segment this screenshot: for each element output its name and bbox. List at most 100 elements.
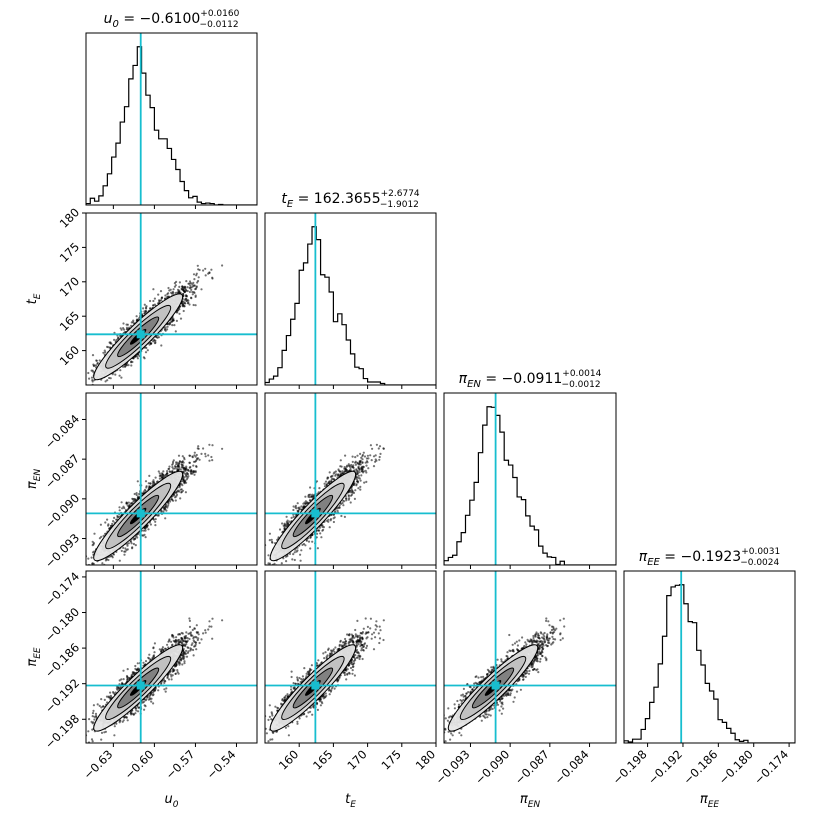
ytick-label-tE: 165 (57, 308, 82, 333)
sample-point (91, 377, 93, 379)
sample-point (181, 288, 183, 290)
sample-point (192, 465, 194, 467)
sample-point (168, 466, 170, 468)
sample-point (154, 521, 156, 523)
sample-point (91, 370, 93, 372)
sample-point (195, 470, 197, 472)
sample-point (171, 321, 173, 323)
sample-point (205, 455, 207, 457)
sample-point (173, 288, 175, 290)
sample-point (202, 269, 204, 271)
sample-point (124, 365, 126, 367)
sample-point (122, 547, 124, 549)
sample-point (81, 557, 83, 559)
histogram-step-u0 (86, 47, 257, 205)
histogram-tE (265, 213, 436, 389)
sample-point (121, 329, 123, 331)
sample-point (180, 318, 182, 320)
sample-point (187, 470, 189, 472)
ytick-label-tE: 170 (57, 274, 82, 299)
sample-point (178, 308, 180, 310)
sample-point (119, 375, 121, 377)
sample-point (145, 307, 147, 309)
sample-point (185, 491, 187, 493)
sample-point (189, 285, 191, 287)
sample-point (179, 291, 181, 293)
sample-point (92, 544, 94, 546)
sample-point (132, 320, 134, 322)
sample-point (164, 294, 166, 296)
sample-point (193, 454, 195, 456)
sample-point (88, 387, 90, 389)
sample-point (210, 269, 212, 271)
sample-point (204, 453, 206, 455)
sample-point (200, 288, 202, 290)
sample-point (196, 281, 198, 283)
sample-point (148, 475, 150, 477)
sample-point (173, 319, 175, 321)
sample-point (145, 480, 147, 482)
sample-point (119, 509, 121, 511)
sample-point (181, 286, 183, 288)
sample-point (156, 337, 158, 339)
sample-point (207, 273, 209, 275)
sample-point (136, 492, 138, 494)
sample-point (190, 297, 192, 299)
sample-point (145, 305, 147, 307)
sample-point (221, 264, 223, 266)
sample-point (183, 476, 185, 478)
sample-point (122, 327, 124, 329)
sample-point (162, 511, 164, 513)
sample-point (175, 330, 177, 332)
sample-point (143, 356, 145, 358)
sample-point (145, 351, 147, 353)
sample-point (78, 383, 80, 385)
sample-point (196, 285, 198, 287)
sample-point (96, 360, 98, 362)
sample-point (144, 304, 146, 306)
sample-point (175, 292, 177, 294)
sample-point (189, 280, 191, 282)
sample-point (110, 377, 112, 379)
sample-point (100, 524, 102, 526)
sample-point (172, 292, 174, 294)
ytick-label-tE: 160 (57, 343, 82, 368)
sample-point (91, 557, 93, 559)
sample-point (171, 324, 173, 326)
sample-point (184, 286, 186, 288)
sample-point (179, 281, 181, 283)
sample-point (186, 300, 188, 302)
sample-point (158, 470, 160, 472)
sample-point (158, 514, 160, 516)
sample-point (135, 544, 137, 546)
sample-point (187, 302, 189, 304)
sample-point (123, 554, 125, 556)
sample-point (193, 273, 195, 275)
sample-point (142, 307, 144, 309)
sample-point (80, 382, 82, 384)
sample-point (176, 320, 178, 322)
sample-point (195, 288, 197, 290)
sample-point (178, 313, 180, 315)
sample-point (189, 287, 191, 289)
sample-point (175, 284, 177, 286)
sample-point (199, 269, 201, 271)
sample-point (174, 465, 176, 467)
sample-point (195, 304, 197, 306)
sample-point (115, 339, 117, 341)
sample-point (113, 517, 115, 519)
sample-point (157, 294, 159, 296)
histogram-step-tE (265, 227, 436, 385)
sample-point (179, 497, 181, 499)
sample-point (147, 349, 149, 351)
sample-point (195, 295, 197, 297)
sample-point (154, 342, 156, 344)
sample-point (187, 290, 189, 292)
sample-point (167, 287, 169, 289)
sample-point (195, 274, 197, 276)
sample-point (183, 310, 185, 312)
sample-point (117, 337, 119, 339)
sample-point (120, 377, 122, 379)
ytick-label-tE: 175 (57, 240, 82, 265)
ylabel-tE-subscript: E (33, 293, 43, 299)
